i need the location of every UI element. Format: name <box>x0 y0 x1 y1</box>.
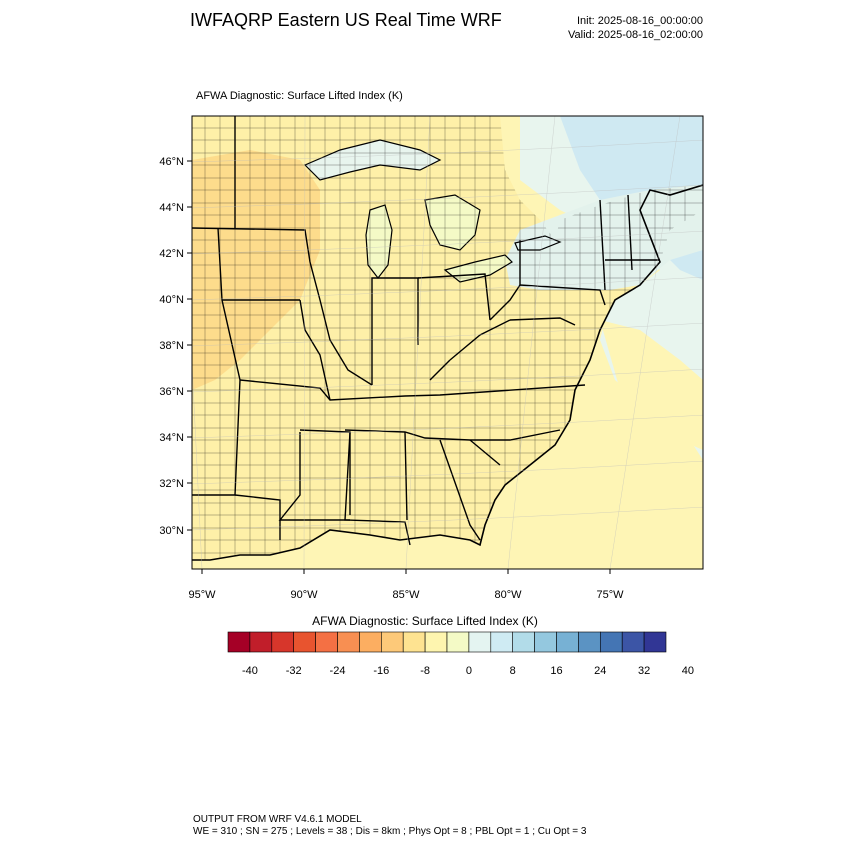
county-borders <box>192 139 703 541</box>
lat-label: 36°N <box>159 386 184 398</box>
plot-title: AFWA Diagnostic: Surface Lifted Index (K… <box>196 90 403 102</box>
lat-label: 32°N <box>159 478 184 490</box>
colorbar-swatch <box>534 631 557 653</box>
lon-label: 80°W <box>494 589 522 601</box>
colorbar-swatch <box>293 631 316 653</box>
lake-huron <box>424 194 481 251</box>
colorbar-tick-label: 32 <box>638 665 650 677</box>
colorbar-swatch <box>490 631 513 653</box>
lon-label: 75°W <box>596 589 624 601</box>
colorbar-swatch <box>446 631 470 653</box>
lat-label: 34°N <box>159 432 184 444</box>
colorbar-swatch <box>578 631 601 653</box>
lat-label: 30°N <box>159 525 184 537</box>
colorbar-swatch <box>556 631 579 653</box>
valid-time: Valid: 2025-08-16_02:00:00 <box>568 29 703 41</box>
colorbar-tick-label: -40 <box>242 665 258 677</box>
lat-label: 46°N <box>159 156 184 168</box>
colorbar-swatch <box>380 631 404 653</box>
cool-land <box>505 185 703 290</box>
colorbar-tick-label: -8 <box>420 665 430 677</box>
colorbar-swatch <box>315 631 338 653</box>
colorbar-tick-label: -32 <box>286 665 302 677</box>
model-footer: OUTPUT FROM WRF V4.6.1 MODEL WE = 310 ; … <box>193 814 586 838</box>
colorbar-swatch <box>359 631 382 653</box>
time-stamps: Init: 2025-08-16_00:00:00 Valid: 2025-08… <box>568 14 703 42</box>
colorbar-tick-label: 8 <box>510 665 516 677</box>
colorbar-tick-label: 24 <box>594 665 606 677</box>
lat-label: 40°N <box>159 294 184 306</box>
latitude-axis: 46°N 44°N 42°N 40°N 38°N 36°N 34°N 32°N 30°N <box>159 156 192 537</box>
colorbar-tick-label: 0 <box>466 665 472 677</box>
footer-line-2: WE = 310 ; SN = 275 ; Levels = 38 ; Dis … <box>193 826 587 837</box>
map-field <box>192 116 703 569</box>
colorbar-tick-label: 16 <box>550 665 562 677</box>
colorbar-swatch <box>402 631 426 653</box>
lat-label: 38°N <box>159 340 184 352</box>
county-grid <box>192 116 703 560</box>
colorbar-swatch <box>424 631 448 653</box>
lon-label: 85°W <box>392 589 420 601</box>
colorbar-tick-label: 40 <box>682 665 694 677</box>
colorbar-swatch <box>643 631 667 653</box>
footer-line-1: OUTPUT FROM WRF V4.6.1 MODEL <box>193 814 362 825</box>
page-title: IWFAQRP Eastern US Real Time WRF <box>190 10 502 30</box>
lat-label: 42°N <box>159 248 184 260</box>
colorbar-tick-label: -24 <box>330 665 346 677</box>
colorbar: -40 -32 -24 -16 -8 0 8 16 24 32 40 <box>227 631 694 677</box>
longitude-axis: 95°W 90°W 85°W 80°W 75°W <box>188 569 624 601</box>
colorbar-swatch <box>227 631 251 653</box>
colorbar-swatch <box>337 631 360 653</box>
init-time: Init: 2025-08-16_00:00:00 <box>577 15 703 27</box>
colorbar-swatch <box>599 631 623 653</box>
colorbar-swatch <box>512 631 535 653</box>
map-border <box>191 115 704 570</box>
lat-label: 44°N <box>159 202 184 214</box>
colorbar-swatch <box>249 631 273 653</box>
colorbar-title: AFWA Diagnostic: Surface Lifted Index (K… <box>312 614 538 628</box>
colorbar-swatch <box>621 631 645 653</box>
lon-label: 95°W <box>188 589 216 601</box>
ocean-warm-tongue <box>600 320 703 450</box>
colorbar-swatch <box>468 631 492 653</box>
coastline <box>192 184 703 561</box>
graticule <box>192 116 703 569</box>
colorbar-swatch <box>271 631 294 653</box>
colorbar-tick-label: -16 <box>373 665 389 677</box>
warm-zone <box>192 150 320 390</box>
lon-label: 90°W <box>290 589 318 601</box>
